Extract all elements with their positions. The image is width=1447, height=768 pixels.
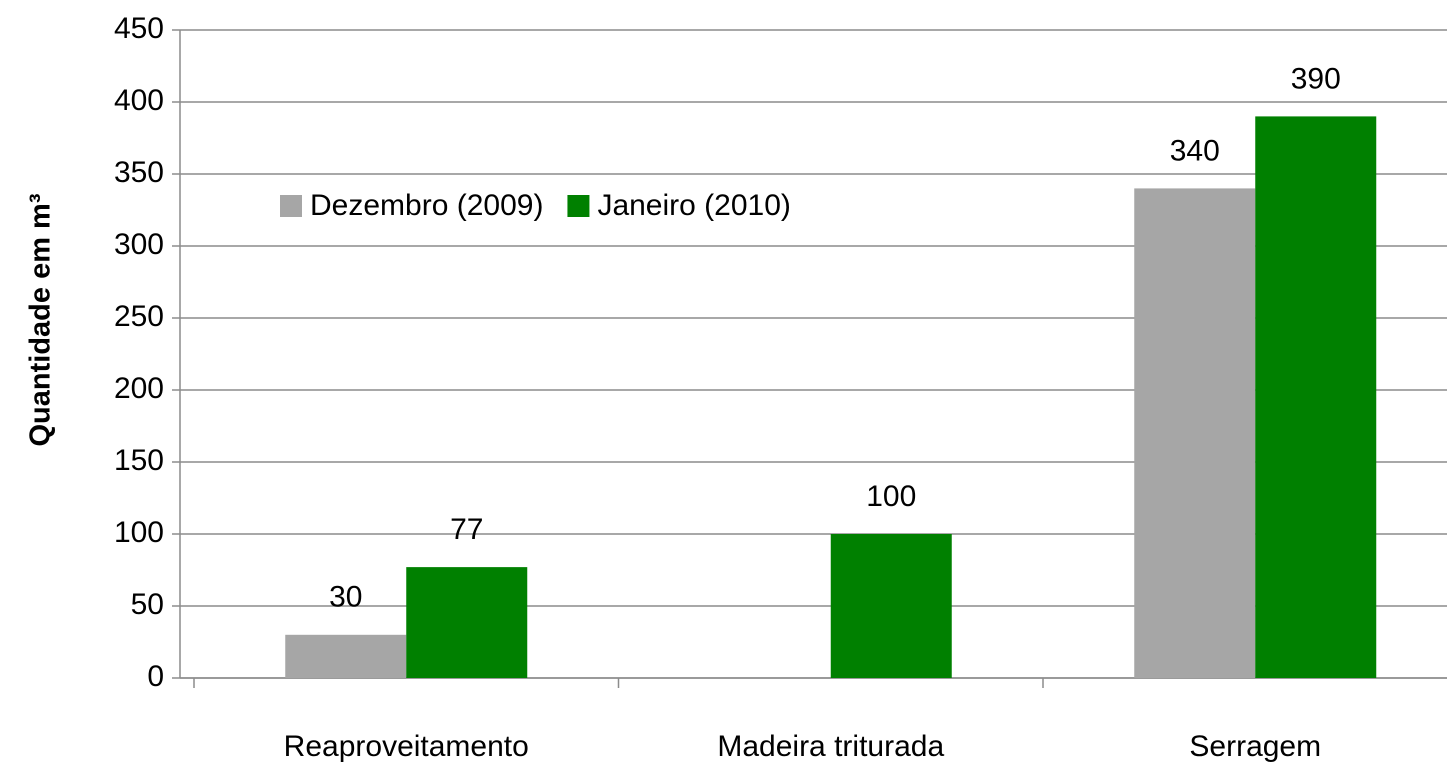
x-tick-label: Serragem [1189,730,1321,763]
value-label: 340 [1170,134,1220,167]
y-tick-label: 0 [147,660,164,693]
bar [285,634,407,678]
value-label: 390 [1291,62,1341,95]
bar [1134,188,1256,678]
y-tick-label: 250 [114,300,164,333]
y-axis-label: Quantidade em m³ [25,193,57,446]
bar [406,567,528,678]
bar [830,534,952,678]
x-tick-label: Madeira triturada [717,730,944,763]
bar [1255,116,1377,678]
y-tick-label: 200 [114,372,164,405]
y-tick-label: 150 [114,444,164,477]
legend-label: Janeiro (2010) [597,189,790,222]
x-tick-label: Reaproveitamento [284,730,529,763]
value-label: 100 [866,480,916,513]
y-tick-label: 450 [114,12,164,45]
legend-swatch [280,195,302,217]
legend-label: Dezembro (2009) [310,189,543,222]
y-tick-label: 350 [114,156,164,189]
y-tick-label: 50 [131,588,164,621]
y-tick-label: 100 [114,516,164,549]
legend-swatch [567,195,590,217]
value-label: 77 [450,513,483,546]
y-tick-label: 300 [114,228,164,261]
value-label: 30 [329,581,362,614]
y-tick-label: 400 [114,84,164,117]
